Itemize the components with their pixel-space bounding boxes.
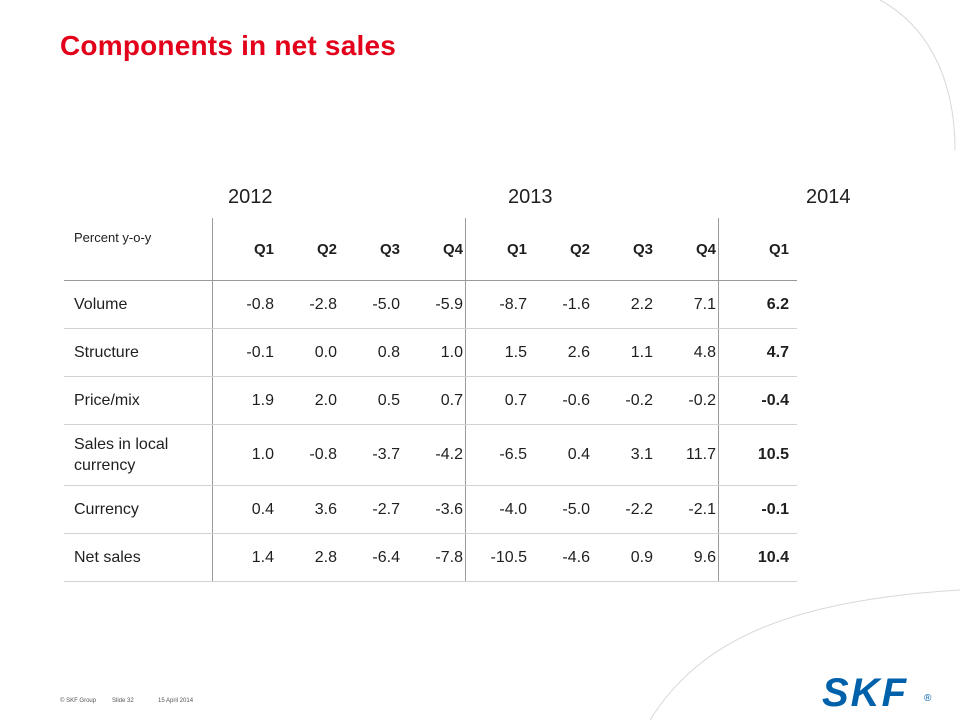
table-cell: 7.1 (655, 280, 719, 329)
table-cell: 4.7 (718, 328, 797, 377)
table-cell: 2.0 (276, 376, 339, 425)
table-cell: -2.7 (339, 485, 402, 534)
footer-copyright: © SKF Group (60, 698, 97, 704)
row-label: Volume (64, 280, 213, 329)
table-cell: 0.4 (212, 485, 276, 534)
table-cell: 0.8 (339, 328, 402, 377)
table-cell: 0.4 (529, 424, 592, 486)
table-cell: 1.0 (212, 424, 276, 486)
quarter-header: Q2 (529, 218, 592, 281)
row-label: Net sales (64, 533, 213, 582)
table-cell: -3.7 (339, 424, 402, 486)
table-cell: -1.6 (529, 280, 592, 329)
table-header-row: Percent y-o-y Q1 Q2 Q3 Q4 Q1 Q2 Q3 Q4 Q1 (64, 218, 797, 281)
table-cell: -0.8 (212, 280, 276, 329)
table-cell: 1.4 (212, 533, 276, 582)
quarter-header: Q1 (212, 218, 276, 281)
table-cell: -0.1 (718, 485, 797, 534)
table-row: Volume -0.8 -2.8 -5.0 -5.9 -8.7 -1.6 2.2 7.1 6.2 (64, 280, 797, 329)
table-cell: 2.8 (276, 533, 339, 582)
quarter-header: Q1 (465, 218, 529, 281)
table-cell: -10.5 (465, 533, 529, 582)
table-cell: 0.7 (402, 376, 466, 425)
table-row: Currency 0.4 3.6 -2.7 -3.6 -4.0 -5.0 -2.2 -2.1 -0… (64, 485, 797, 534)
footer-date: 15 April 2014 (158, 698, 194, 704)
table-cell: 1.5 (465, 328, 529, 377)
skf-logo: SKF ® (822, 672, 932, 710)
table-cell: -3.6 (402, 485, 466, 534)
table-cell: 1.9 (212, 376, 276, 425)
table-cell: -0.2 (655, 376, 719, 425)
skf-logo-text: SKF (822, 672, 908, 710)
table-cell: 10.4 (718, 533, 797, 582)
year-label-2014: 2014 (806, 186, 851, 208)
table-cell: -8.7 (465, 280, 529, 329)
table-cell: -5.0 (339, 280, 402, 329)
table-cell: 3.1 (592, 424, 655, 486)
table-cell: -2.8 (276, 280, 339, 329)
table-cell: -4.0 (465, 485, 529, 534)
row-label: Price/mix (64, 376, 213, 425)
sales-components-table: Percent y-o-y Q1 Q2 Q3 Q4 Q1 Q2 Q3 Q4 Q1… (64, 218, 797, 582)
table-row: Price/mix 1.9 2.0 0.5 0.7 0.7 -0.6 -0.2 -0.2 -0.4 (64, 376, 797, 425)
row-header-label: Percent y-o-y (64, 218, 213, 281)
table-cell: -0.1 (212, 328, 276, 377)
footer-slide-number: Slide 32 (112, 698, 134, 704)
table-row: Sales in local currency 1.0 -0.8 -3.7 -4.2 -6… (64, 424, 797, 486)
registered-mark-icon: ® (924, 693, 932, 704)
page-title: Components in net sales (60, 30, 396, 61)
table-cell: 0.5 (339, 376, 402, 425)
table-cell: -5.9 (402, 280, 466, 329)
table-cell: 10.5 (718, 424, 797, 486)
table-cell: -0.4 (718, 376, 797, 425)
table-cell: 4.8 (655, 328, 719, 377)
quarter-header: Q1 (718, 218, 797, 281)
year-label-2012: 2012 (228, 186, 273, 208)
table-cell: -0.6 (529, 376, 592, 425)
table-cell: 1.1 (592, 328, 655, 377)
table-cell: -5.0 (529, 485, 592, 534)
table-cell: 0.9 (592, 533, 655, 582)
year-label-2013: 2013 (508, 186, 553, 208)
table-cell: -2.2 (592, 485, 655, 534)
table-cell: 2.2 (592, 280, 655, 329)
table-cell: -2.1 (655, 485, 719, 534)
table-cell: -6.5 (465, 424, 529, 486)
table-cell: -4.2 (402, 424, 466, 486)
table-cell: 0.0 (276, 328, 339, 377)
row-label: Sales in local currency (64, 424, 213, 486)
table-cell: -0.2 (592, 376, 655, 425)
quarter-header: Q3 (339, 218, 402, 281)
quarter-header: Q4 (655, 218, 719, 281)
table-cell: -6.4 (339, 533, 402, 582)
row-label: Structure (64, 328, 213, 377)
table-row: Net sales 1.4 2.8 -6.4 -7.8 -10.5 -4.6 0.9 9.6 10… (64, 533, 797, 582)
table-cell: 11.7 (655, 424, 719, 486)
table-cell: -4.6 (529, 533, 592, 582)
quarter-header: Q3 (592, 218, 655, 281)
quarter-header: Q2 (276, 218, 339, 281)
quarter-header: Q4 (402, 218, 466, 281)
row-label: Currency (64, 485, 213, 534)
table-cell: 2.6 (529, 328, 592, 377)
table-row: Structure -0.1 0.0 0.8 1.0 1.5 2.6 1.1 4.8 4.7 (64, 328, 797, 377)
table-cell: 0.7 (465, 376, 529, 425)
table-cell: -7.8 (402, 533, 466, 582)
table-cell: 3.6 (276, 485, 339, 534)
table-cell: 1.0 (402, 328, 466, 377)
table-cell: -0.8 (276, 424, 339, 486)
table-cell: 6.2 (718, 280, 797, 329)
table-cell: 9.6 (655, 533, 719, 582)
